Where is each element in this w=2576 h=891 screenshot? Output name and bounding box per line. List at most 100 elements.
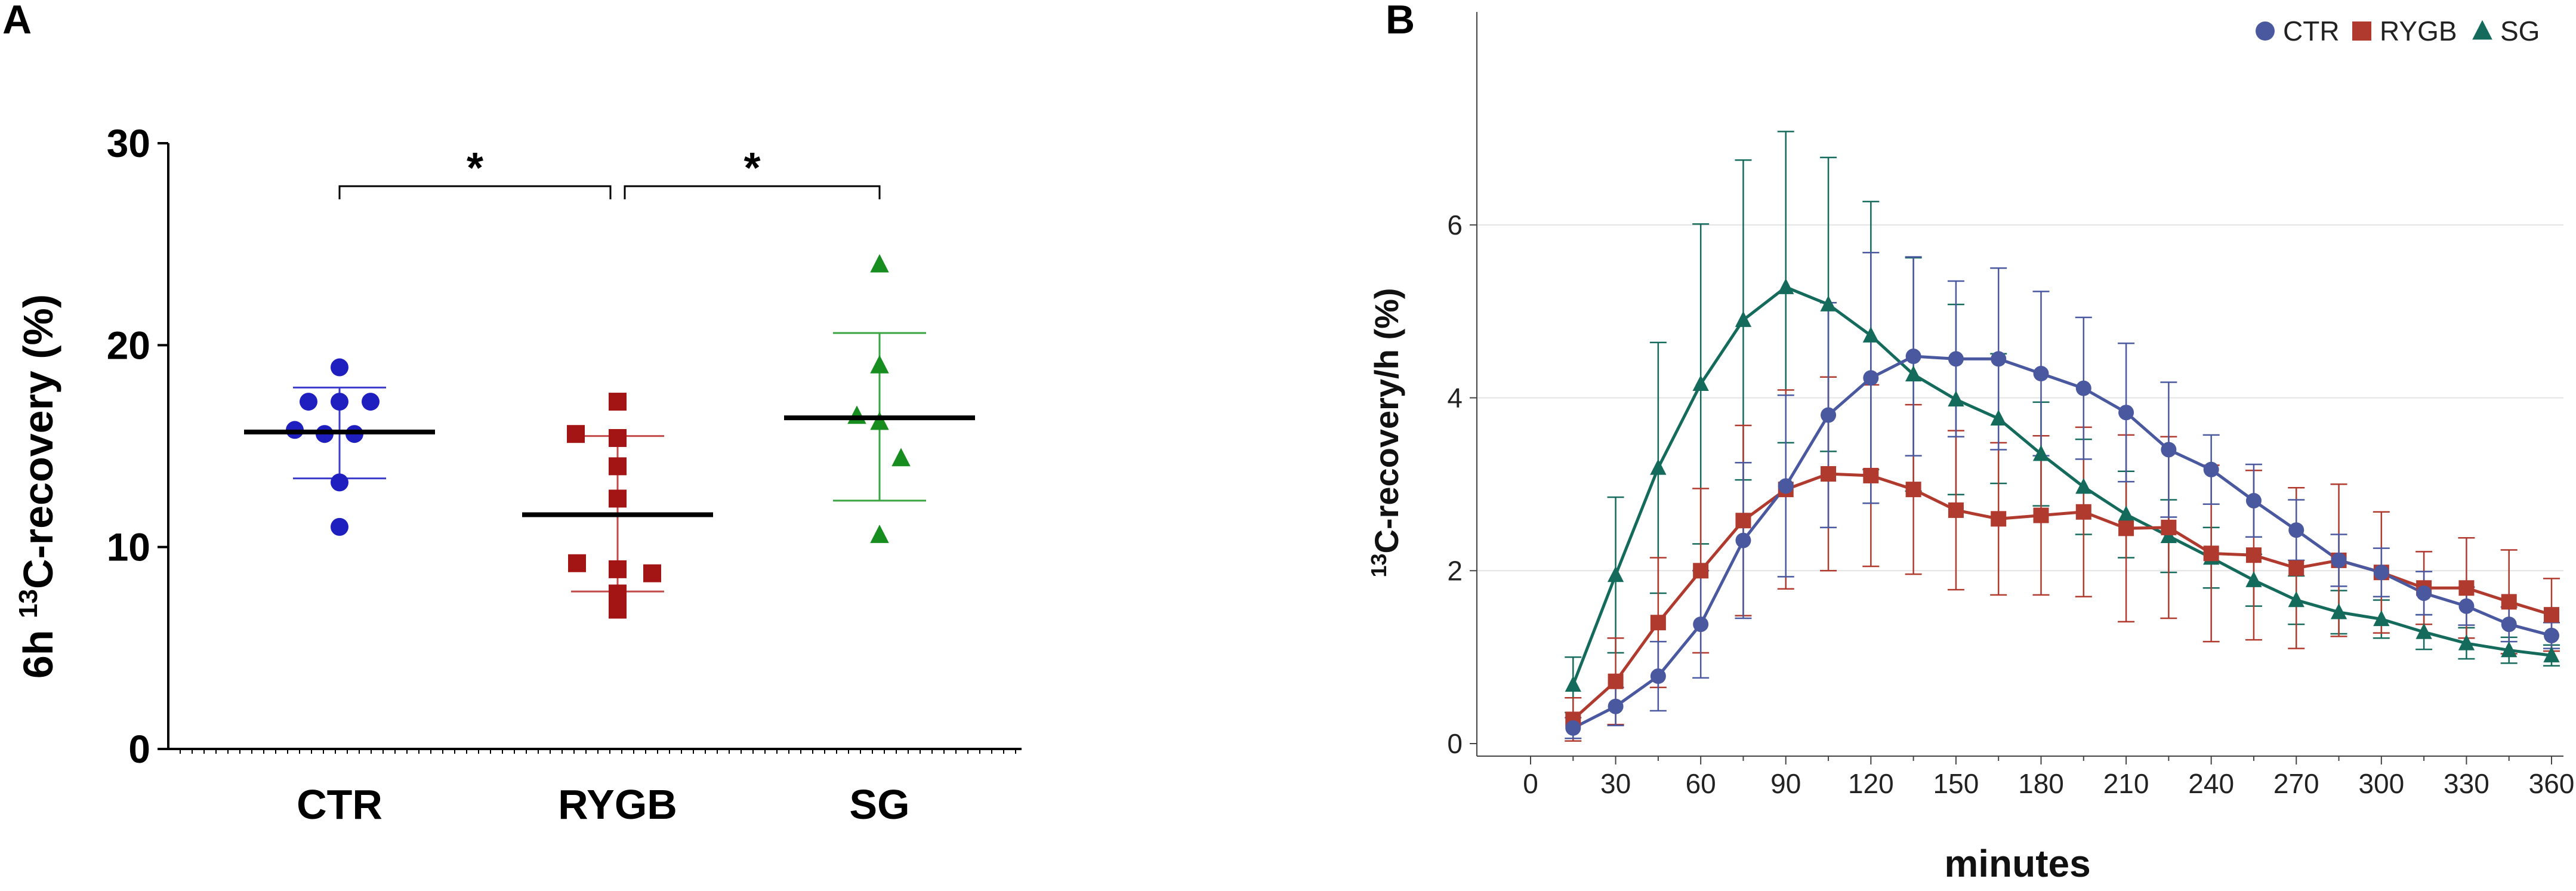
b-point-rygb [2458,580,2475,596]
panel-b-y-axis-label: 13C-recovery/h (%) [1366,288,1405,577]
b-y-tick-label: 2 [1447,555,1463,586]
b-point-ctr [2161,442,2177,458]
b-point-sg [2245,571,2262,587]
panel-a-marks: * * [244,144,975,619]
b-legend-marker-rygb [2352,21,2371,41]
a-point-rygb [567,425,585,443]
b-x-tick-label: 270 [2273,768,2319,799]
b-point-ctr [1948,351,1964,367]
a-point-rygb [568,554,586,572]
b-point-rygb [2203,545,2219,562]
b-point-ctr [2501,616,2517,633]
b-point-rygb [2033,507,2049,523]
panel-a-y-axis-label: 6h 13C-recovery (%) [14,294,61,679]
b-legend-marker-sg [2472,20,2492,40]
b-x-tick-label: 300 [2358,768,2404,799]
b-point-ctr [2331,552,2347,568]
b-point-sg [2373,610,2390,627]
b-point-ctr [1991,351,2007,367]
a-point-rygb [609,428,627,447]
a-point-rygb [609,489,627,508]
a-point-ctr [331,393,348,411]
a-x-tick-label: SG [849,781,909,828]
a-point-sg [870,354,889,374]
b-point-rygb [1608,673,1624,689]
b-point-ctr [2373,565,2389,581]
b-point-ctr [2118,405,2134,421]
a-point-sg [870,411,889,430]
b-y-tick-label: 0 [1447,728,1463,759]
b-x-tick-label: 30 [1600,768,1631,799]
b-point-rygb [1991,511,2007,527]
a-y-tick-label: 10 [107,525,150,569]
a-point-rygb [609,560,627,578]
panel-b-label: B [1386,0,1415,42]
b-point-sg [1565,676,1581,692]
b-point-ctr [2033,366,2049,382]
b-point-sg [2118,505,2134,522]
b-point-rygb [1650,615,1666,631]
a-y-tick-label: 20 [107,323,150,367]
b-point-sg [1607,566,1624,582]
panel-a: A 6h 13C-recovery (%) 0 10 20 30 CTR RYGB SG *… [2,0,1022,828]
b-point-ctr [2288,522,2304,538]
b-point-sg [1735,311,1752,327]
b-x-tick-label: 180 [2018,768,2064,799]
b-point-ctr [2458,598,2475,614]
b-point-rygb [2501,594,2517,610]
a-y-tick-label: 30 [107,121,150,165]
b-point-rygb [1863,467,1879,483]
b-point-sg [1905,365,1922,382]
b-point-rygb [2245,547,2262,563]
b-point-ctr [2075,380,2091,396]
b-point-sg [2501,641,2518,658]
b-series-line-rygb [1572,472,2552,721]
b-point-ctr [1565,720,1581,736]
a-point-ctr [300,393,317,411]
b-point-sg [2330,603,2347,619]
panel-b-marks [1565,131,2560,742]
a-point-ctr [362,393,380,411]
b-point-sg [1862,326,1879,343]
panel-b-x-axis-label: minutes [1944,842,2090,885]
b-x-tick-label: 0 [1523,768,1538,799]
a-point-rygb [643,564,661,582]
b-point-sg [1820,295,1837,312]
b-x-tick-label: 150 [1933,768,1979,799]
b-legend-label-sg: SG [2500,16,2540,47]
a-point-rygb [609,393,627,411]
b-x-tick-label: 360 [2529,768,2575,799]
b-point-sg [1650,458,1667,475]
b-point-ctr [1863,370,1879,386]
significance-bracket [624,185,881,199]
b-point-sg [1990,409,2007,426]
b-point-ctr [2544,627,2559,643]
b-point-ctr [1608,698,1624,714]
b-legend-marker-ctr [2256,21,2275,41]
a-point-rygb [609,600,627,619]
panel-a-axes: 0 10 20 30 CTR RYGB SG [107,121,1022,828]
b-point-rygb [1821,466,1837,482]
b-point-rygb [1735,513,1751,529]
b-point-rygb [2544,607,2559,623]
b-series-line-ctr [1572,354,2552,730]
b-point-sg [2032,445,2050,461]
b-point-rygb [2075,504,2091,520]
b-point-sg [2543,646,2560,662]
b-legend-label-rygb: RYGB [2380,16,2457,47]
b-point-ctr [1821,407,1837,423]
b-y-tick-label: 6 [1447,209,1463,241]
b-point-sg [1692,375,1709,391]
a-point-sg [891,448,911,467]
b-x-tick-label: 120 [1848,768,1894,799]
b-x-tick-label: 90 [1770,768,1801,799]
b-point-ctr [1778,478,1794,494]
b-x-tick-label: 60 [1686,768,1716,799]
b-point-rygb [2118,520,2134,537]
b-point-sg [2415,623,2432,639]
b-point-ctr [1650,668,1666,685]
b-point-rygb [2161,519,2177,535]
a-point-rygb [609,584,627,603]
